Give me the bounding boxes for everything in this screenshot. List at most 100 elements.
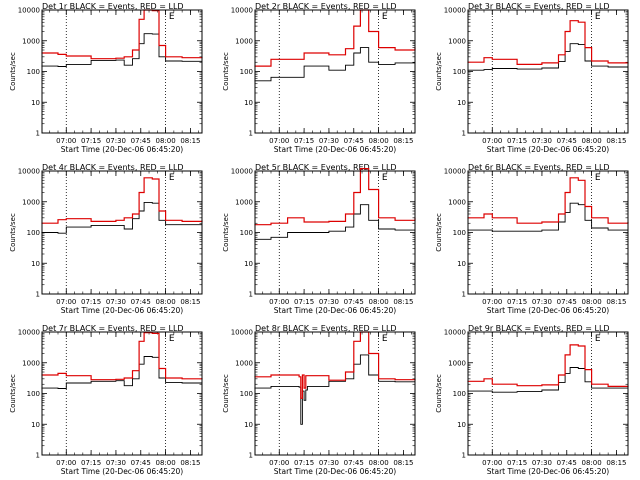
- y-tick-label: 100: [240, 68, 253, 76]
- events-series-line: [254, 47, 416, 82]
- y-tick-label: 100: [27, 68, 40, 76]
- y-tick-label: 10000: [444, 329, 466, 337]
- x-tick-label: 07:00: [269, 137, 289, 145]
- x-tick-label: 07:30: [532, 459, 552, 467]
- x-tick-label: 07:15: [507, 137, 527, 145]
- y-tick-label: 10: [31, 99, 40, 107]
- panel-title: Det 5r BLACK = Events, RED = LLD: [255, 163, 397, 172]
- detector-panel-2: Det 2r BLACK = Events, RED = LLD 1 10 100 10…: [222, 2, 416, 154]
- x-axis-label: Start Time (20-Dec-06 06:45:20): [487, 306, 609, 315]
- x-tick-label: 07:00: [482, 459, 502, 467]
- y-tick-label: 1: [36, 291, 40, 299]
- events-series-line: [41, 33, 203, 67]
- events-series-line: [41, 201, 202, 234]
- x-tick-label: 07:30: [106, 137, 126, 145]
- x-tick-label: 08:00: [155, 137, 175, 145]
- marker-label: E: [382, 12, 388, 22]
- y-tick-label: 10000: [18, 168, 40, 176]
- marker-label: E: [595, 12, 601, 22]
- y-axis-label: Counts/sec: [435, 213, 443, 252]
- x-tick-label: 08:00: [155, 298, 175, 306]
- detector-panel-3: Det 3r BLACK = Events, RED = LLD 1 10 100 10…: [435, 2, 629, 154]
- y-axis-label: Counts/sec: [222, 374, 230, 413]
- plot-frame: [467, 170, 629, 295]
- x-tick-label: 08:00: [581, 137, 601, 145]
- plot-frame: [41, 170, 203, 295]
- lld-series-line: [467, 344, 629, 387]
- x-axis-label: Start Time (20-Dec-06 06:45:20): [61, 306, 183, 315]
- panel-title: Det 8r BLACK = Events, RED = LLD: [255, 324, 397, 333]
- x-tick-label: 07:45: [131, 459, 151, 467]
- y-tick-label: 1: [249, 130, 253, 138]
- plot-frame: [41, 9, 203, 134]
- y-axis-label: Counts/sec: [9, 374, 17, 413]
- x-tick-label: 07:45: [557, 137, 577, 145]
- x-tick-label: 08:00: [581, 459, 601, 467]
- lld-series-line: [254, 9, 416, 67]
- plot-frame: [467, 9, 629, 134]
- x-tick-label: 07:30: [319, 298, 339, 306]
- x-tick-label: 07:00: [56, 137, 76, 145]
- y-tick-label: 100: [453, 68, 466, 76]
- y-axis-label: Counts/sec: [435, 374, 443, 413]
- y-tick-label: 10: [457, 260, 466, 268]
- x-tick-label: 07:15: [81, 137, 101, 145]
- panel-title: Det 6r BLACK = Events, RED = LLD: [468, 163, 610, 172]
- events-series-line: [254, 354, 416, 425]
- y-axis-label: Counts/sec: [222, 52, 230, 91]
- x-tick-label: 07:45: [557, 459, 577, 467]
- x-axis-label: Start Time (20-Dec-06 06:45:20): [61, 145, 183, 154]
- x-tick-label: 08:00: [581, 298, 601, 306]
- x-tick-label: 08:00: [368, 137, 388, 145]
- y-tick-label: 1000: [448, 198, 466, 206]
- x-tick-label: 08:15: [393, 137, 413, 145]
- marker-label: E: [595, 173, 601, 183]
- y-tick-label: 1000: [22, 359, 40, 367]
- x-axis-label: Start Time (20-Dec-06 06:45:20): [274, 306, 396, 315]
- lld-series-line: [467, 177, 629, 224]
- x-tick-label: 07:00: [56, 459, 76, 467]
- x-tick-label: 07:30: [319, 459, 339, 467]
- x-tick-label: 07:45: [131, 137, 151, 145]
- detector-panel-9: Det 9r BLACK = Events, RED = LLD 1 10 100 10…: [435, 324, 629, 476]
- x-tick-label: 07:15: [294, 298, 314, 306]
- x-tick-label: 07:15: [507, 298, 527, 306]
- x-axis-label: Start Time (20-Dec-06 06:45:20): [487, 467, 609, 476]
- x-tick-label: 08:15: [393, 298, 413, 306]
- detector-panel-7: Det 7r BLACK = Events, RED = LLD 1 10 100 10…: [9, 324, 203, 476]
- x-tick-label: 07:30: [106, 298, 126, 306]
- x-tick-label: 07:15: [81, 298, 101, 306]
- x-tick-label: 07:30: [532, 298, 552, 306]
- x-tick-label: 07:15: [507, 459, 527, 467]
- y-tick-label: 1: [462, 291, 466, 299]
- y-tick-label: 1000: [235, 37, 253, 45]
- lld-series-line: [254, 331, 416, 399]
- panel-title: Det 7r BLACK = Events, RED = LLD: [42, 324, 184, 333]
- x-tick-label: 08:15: [180, 298, 200, 306]
- x-tick-label: 07:45: [344, 137, 364, 145]
- y-tick-label: 1000: [22, 198, 40, 206]
- x-axis-label: Start Time (20-Dec-06 06:45:20): [274, 467, 396, 476]
- y-tick-label: 10000: [18, 7, 40, 15]
- detector-panel-4: Det 4r BLACK = Events, RED = LLD 1 10 100 10…: [9, 163, 203, 315]
- x-tick-label: 07:45: [344, 298, 364, 306]
- y-tick-label: 10: [244, 421, 253, 429]
- y-tick-label: 10000: [444, 7, 466, 15]
- lld-series-line: [254, 168, 416, 226]
- y-tick-label: 1: [249, 452, 253, 460]
- y-tick-label: 1000: [448, 359, 466, 367]
- x-tick-label: 07:45: [557, 298, 577, 306]
- panel-title: Det 9r BLACK = Events, RED = LLD: [468, 324, 610, 333]
- x-tick-label: 08:15: [606, 298, 626, 306]
- events-series-line: [467, 202, 629, 232]
- marker-label: E: [595, 334, 601, 344]
- y-tick-label: 10: [457, 421, 466, 429]
- x-axis-label: Start Time (20-Dec-06 06:45:20): [61, 467, 183, 476]
- x-tick-label: 07:00: [269, 298, 289, 306]
- x-tick-label: 08:00: [368, 459, 388, 467]
- events-series-line: [467, 43, 629, 71]
- y-tick-label: 10: [31, 421, 40, 429]
- y-tick-label: 1: [462, 130, 466, 138]
- y-tick-label: 100: [453, 390, 466, 398]
